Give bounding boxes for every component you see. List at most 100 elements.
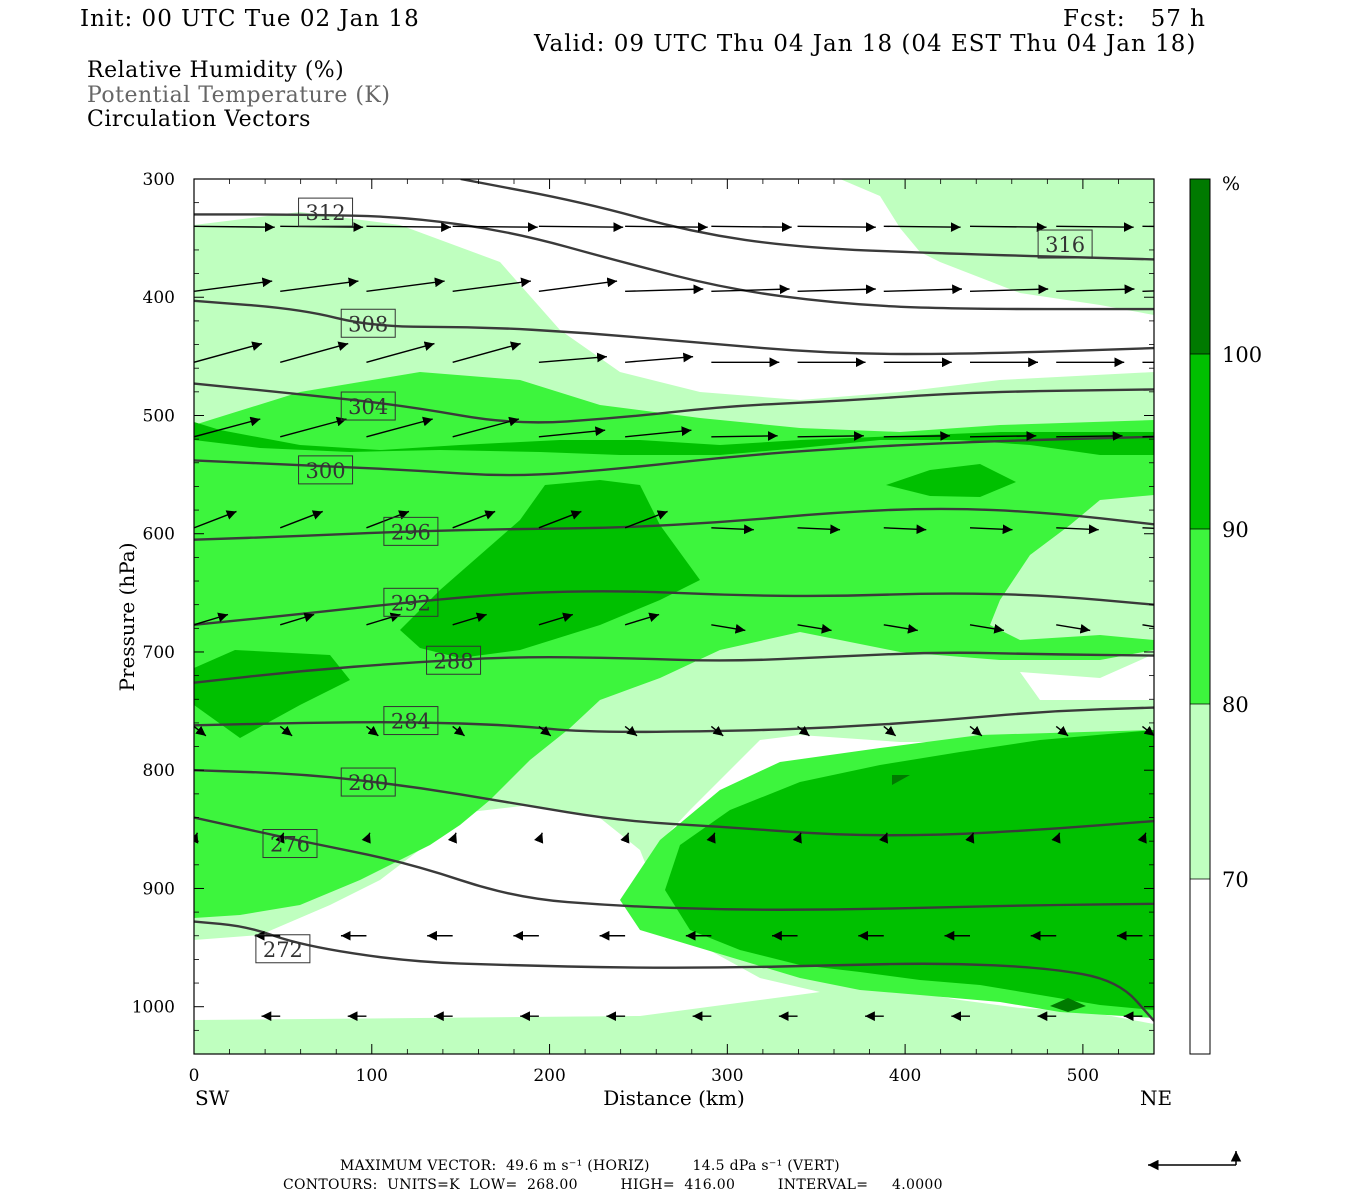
contours-note: CONTOURS: UNITS=K LOW= 268.00 HIGH= 416.… <box>283 1177 943 1193</box>
theta-contours <box>194 179 1154 1022</box>
circulation-vector <box>969 524 1013 535</box>
colorbar-band-70 <box>1190 704 1210 879</box>
x-end-label-ne: NE <box>1140 1086 1172 1110</box>
circulation-vector <box>624 510 668 529</box>
theta-contour-300 <box>194 435 1154 477</box>
circulation-vector <box>883 524 927 535</box>
theta-contour-label: 308 <box>340 308 396 338</box>
circulation-vector <box>1056 431 1123 441</box>
circulation-vector <box>538 510 582 529</box>
circulation-vector <box>625 352 694 363</box>
y-tick-label: 500 <box>143 406 175 426</box>
circulation-vector <box>797 524 841 535</box>
legend-relative-humidity: Relative Humidity (%) <box>87 58 345 83</box>
circulation-vector <box>538 277 618 293</box>
theta-contour-label-text: 272 <box>263 938 303 962</box>
y-tick-label: 800 <box>143 761 175 781</box>
circulation-vector <box>706 832 716 844</box>
circulation-vector <box>1142 624 1154 628</box>
circulation-vector <box>620 832 630 844</box>
rh-90-100-region <box>194 422 1154 455</box>
theta-contour-label-text: 300 <box>306 459 346 483</box>
theta-contour-292 <box>194 590 1154 626</box>
circulation-vector <box>280 416 347 438</box>
x-axis-label: Distance (km) <box>603 1086 745 1110</box>
theta-contour-280 <box>194 769 1154 837</box>
y-tick-label: 300 <box>143 170 175 190</box>
circulation-vector <box>194 725 207 737</box>
circulation-vector <box>194 341 263 363</box>
rh-100-cell <box>1050 998 1086 1012</box>
circulation-vector <box>625 426 692 438</box>
circulation-vector <box>538 426 606 438</box>
circulation-vector <box>625 284 704 295</box>
valid-time: Valid: 09 UTC Thu 04 Jan 18 (04 EST Thu … <box>534 31 1197 57</box>
theta-contour-label-text: 312 <box>306 201 346 225</box>
circulation-vector <box>797 284 876 295</box>
circulation-vector <box>452 277 531 293</box>
circulation-vector <box>711 284 790 295</box>
theta-contour-label-text: 296 <box>391 520 431 544</box>
theta-contour-label: 316 <box>1037 229 1093 259</box>
circulation-vector <box>1056 623 1091 634</box>
theta-contour-label: 312 <box>298 197 354 227</box>
circulation-vector <box>361 832 371 844</box>
theta-contour-labels: 312 316 308 304 300 296 292 288 284 280 276 272 <box>255 197 1093 964</box>
colorbar-label-70: 70 <box>1222 868 1249 892</box>
circulation-vector <box>624 725 638 737</box>
circulation-vector <box>534 832 544 844</box>
circulation-vector <box>194 612 229 626</box>
colorbar-label-100: 100 <box>1222 343 1262 367</box>
theta-contour-label-text: 276 <box>270 833 310 857</box>
circulation-vector <box>366 510 410 529</box>
colorbar-frame <box>1189 178 1211 1055</box>
theta-contour-284 <box>194 706 1154 734</box>
circulation-vector <box>797 725 810 737</box>
circulation-vector <box>883 284 962 295</box>
theta-contour-308 <box>194 299 1154 356</box>
theta-contour-label: 296 <box>383 516 439 546</box>
circulation-vector <box>366 416 433 438</box>
theta-contour-label: 284 <box>383 706 439 736</box>
circulation-vector <box>280 222 364 233</box>
circulation-vector <box>792 832 802 844</box>
circulation-vector <box>797 623 832 634</box>
theta-contour-288 <box>194 651 1154 684</box>
plot-frame <box>193 178 1155 1055</box>
rh-90-100-left <box>194 650 350 738</box>
circulation-vector <box>538 222 624 233</box>
circulation-vector <box>969 284 1049 295</box>
x-tick-label: 200 <box>533 1066 565 1086</box>
init-time: Init: 00 UTC Tue 02 Jan 18 <box>80 6 420 32</box>
theta-contour-label: 292 <box>383 587 439 617</box>
y-tick-label: 700 <box>143 643 175 663</box>
colorbar-unit: % <box>1222 173 1240 195</box>
circulation-vector <box>452 725 465 737</box>
theta-contour-label-text: 280 <box>348 771 388 795</box>
x-tick-label: 0 <box>189 1066 200 1086</box>
theta-contour-label-text: 316 <box>1045 233 1085 257</box>
circulation-vector <box>194 277 273 293</box>
circulation-vectors <box>194 222 1154 1022</box>
circulation-vector <box>711 524 754 535</box>
x-tick-label: 500 <box>1067 1066 1099 1086</box>
circulation-vector <box>969 431 1037 441</box>
legend-circulation-vectors: Circulation Vectors <box>87 107 311 132</box>
circulation-vector <box>969 623 1005 634</box>
circulation-vector <box>280 277 359 293</box>
circulation-vector <box>366 725 379 737</box>
humidity-shading <box>194 179 1154 1054</box>
circulation-vector <box>275 832 285 844</box>
circulation-vector <box>280 341 349 363</box>
circulation-vector <box>279 510 323 529</box>
axes: 0 100 200 300 400 500 300 400 500 600 700 800 900 100… <box>132 170 1154 1086</box>
circulation-vector <box>710 725 724 737</box>
theta-contour-316 <box>460 179 1154 261</box>
circulation-vector <box>711 623 746 634</box>
theta-contour-label: 300 <box>298 455 354 485</box>
circulation-vector <box>1142 725 1154 737</box>
circulation-vector <box>538 352 607 363</box>
rh-90-100-core <box>400 480 700 658</box>
theta-contour-304 <box>194 382 1154 424</box>
colorbar-band-80 <box>1190 529 1210 704</box>
